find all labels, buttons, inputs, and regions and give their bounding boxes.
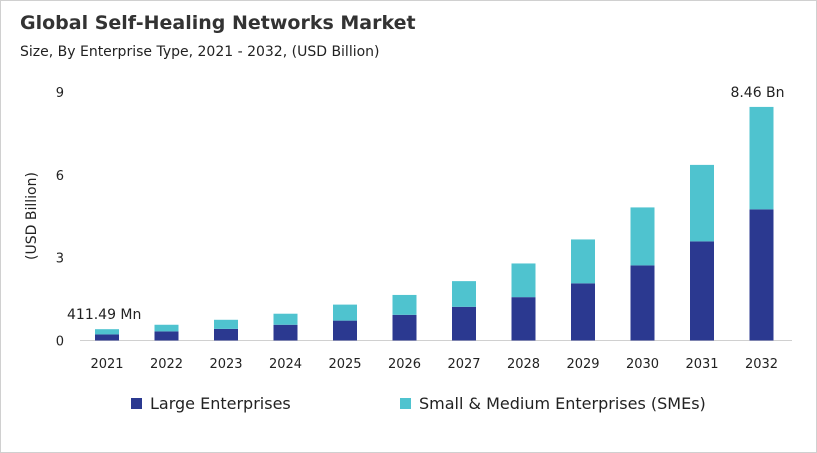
x-tick-label: 2032 bbox=[745, 357, 778, 372]
bar-sme-2032 bbox=[749, 106, 774, 210]
legend-label-large: Large Enterprises bbox=[150, 394, 291, 413]
bar-large-2031 bbox=[690, 241, 714, 341]
chart-title: Global Self-Healing Networks Market bbox=[20, 12, 416, 34]
bar-large-2032 bbox=[749, 209, 774, 341]
legend-label-sme: Small & Medium Enterprises (SMEs) bbox=[419, 394, 706, 413]
y-tick-label: 9 bbox=[56, 86, 64, 101]
legend-swatch-sme bbox=[400, 398, 411, 409]
legend-item-large: Large Enterprises bbox=[131, 394, 291, 413]
bar-large-2025 bbox=[333, 320, 357, 341]
bar-large-2024 bbox=[273, 324, 298, 341]
x-tick-label: 2026 bbox=[388, 357, 421, 372]
data-label-2021: 411.49 Mn bbox=[67, 307, 141, 323]
x-tick-label: 2025 bbox=[328, 357, 361, 372]
bar-sme-2023 bbox=[214, 319, 238, 329]
bar-sme-2027 bbox=[452, 281, 476, 307]
x-tick-label: 2029 bbox=[566, 357, 599, 372]
y-tick-label: 6 bbox=[56, 169, 64, 184]
bar-sme-2029 bbox=[571, 239, 595, 284]
bar-large-2023 bbox=[214, 328, 238, 341]
y-axis-title: (USD Billion) bbox=[24, 172, 40, 260]
bar-large-2026 bbox=[392, 314, 417, 341]
bar-large-2027 bbox=[452, 306, 476, 341]
bar-sme-2024 bbox=[273, 313, 298, 325]
bar-large-2021 bbox=[95, 334, 119, 341]
y-tick-label: 3 bbox=[56, 252, 64, 267]
bar-sme-2025 bbox=[333, 304, 357, 321]
legend-item-sme: Small & Medium Enterprises (SMEs) bbox=[400, 394, 706, 413]
chart-subtitle: Size, By Enterprise Type, 2021 - 2032, (… bbox=[20, 44, 380, 60]
data-label-2032: 8.46 Bn bbox=[730, 85, 784, 101]
bar-sme-2031 bbox=[690, 164, 714, 242]
x-tick-label: 2030 bbox=[626, 357, 659, 372]
x-tick-label: 2022 bbox=[150, 357, 183, 372]
bar-large-2029 bbox=[571, 283, 595, 341]
x-tick-label: 2024 bbox=[269, 357, 302, 372]
x-tick-label: 2023 bbox=[209, 357, 242, 372]
bar-sme-2030 bbox=[630, 207, 655, 266]
bar-large-2028 bbox=[511, 297, 536, 341]
bar-sme-2026 bbox=[392, 294, 417, 315]
y-tick-label: 0 bbox=[56, 335, 64, 350]
bar-sme-2021 bbox=[95, 329, 119, 335]
bar-sme-2022 bbox=[154, 324, 179, 332]
x-tick-label: 2031 bbox=[685, 357, 718, 372]
x-tick-label: 2028 bbox=[507, 357, 540, 372]
legend-swatch-large bbox=[131, 398, 142, 409]
bar-large-2022 bbox=[154, 331, 179, 341]
bar-large-2030 bbox=[630, 265, 655, 341]
bar-sme-2028 bbox=[511, 263, 536, 298]
x-tick-label: 2021 bbox=[90, 357, 123, 372]
x-tick-label: 2027 bbox=[447, 357, 480, 372]
